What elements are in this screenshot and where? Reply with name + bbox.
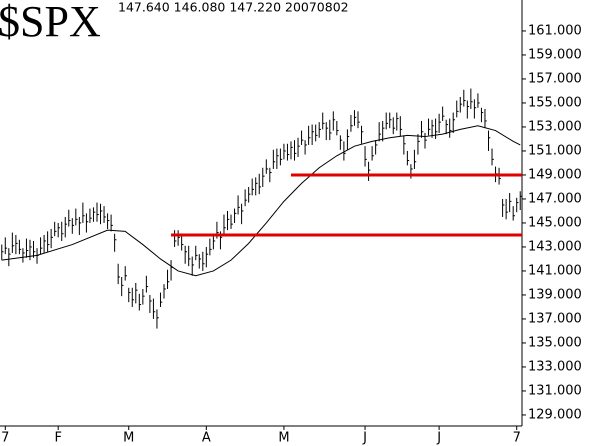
- y-tick-label: 153.000: [528, 119, 582, 134]
- y-tick-label: 139.000: [528, 287, 582, 302]
- x-tick-label: M: [278, 431, 289, 446]
- y-tick-label: 135.000: [528, 335, 582, 350]
- y-tick-label: 131.000: [528, 383, 582, 398]
- x-tick-label: 7: [513, 431, 521, 446]
- y-tick-label: 147.000: [528, 191, 582, 206]
- y-tick-label: 157.000: [528, 71, 582, 86]
- chart-title: $SPX: [0, 0, 101, 46]
- chart-subtitle: 147.640 146.080 147.220 20070802: [118, 0, 349, 15]
- x-tick-label: 7: [1, 431, 9, 446]
- x-tick-label: J: [362, 431, 367, 446]
- y-tick-label: 151.000: [528, 143, 582, 158]
- y-tick-label: 143.000: [528, 239, 582, 254]
- x-tick-label: A: [202, 431, 211, 446]
- x-tick-label: M: [123, 431, 134, 446]
- y-tick-label: 161.000: [528, 23, 582, 38]
- y-tick-label: 155.000: [528, 95, 582, 110]
- y-tick-label: 137.000: [528, 311, 582, 326]
- y-tick-label: 159.000: [528, 47, 582, 62]
- x-tick-label: J: [436, 431, 441, 446]
- y-tick-label: 141.000: [528, 263, 582, 278]
- y-tick-label: 149.000: [528, 167, 582, 182]
- y-tick-label: 133.000: [528, 359, 582, 374]
- x-tick-label: F: [54, 431, 61, 446]
- y-tick-label: 145.000: [528, 215, 582, 230]
- moving-average: [1, 125, 521, 277]
- y-tick-label: 129.000: [528, 407, 582, 422]
